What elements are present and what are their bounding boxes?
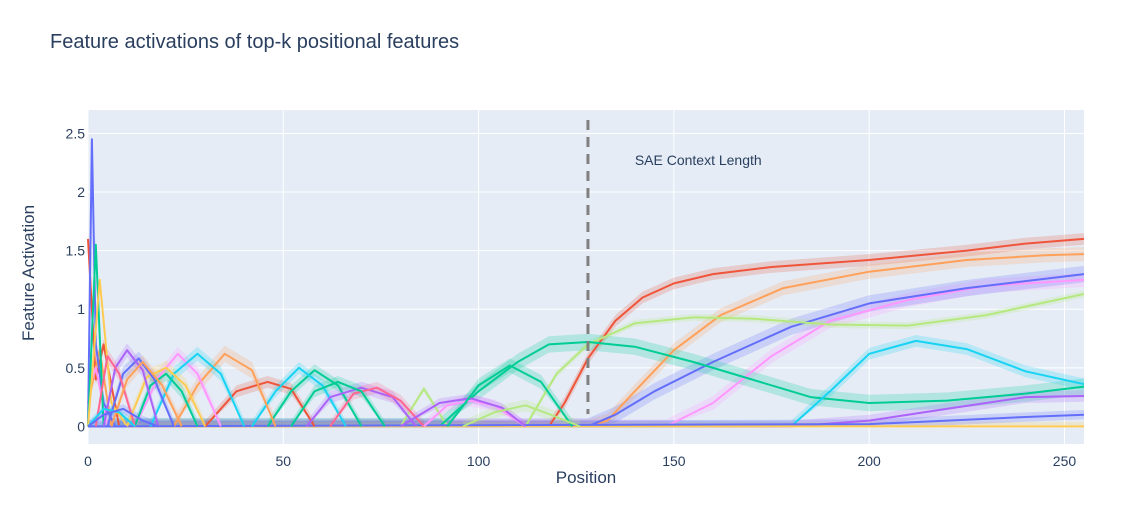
y-tick-label: 2.5 xyxy=(66,125,86,141)
series-line xyxy=(305,386,417,428)
annotation-label: SAE Context Length xyxy=(635,152,762,168)
y-tick-label: 1.5 xyxy=(66,243,86,259)
series-line xyxy=(399,397,527,428)
x-tick-label: 100 xyxy=(467,453,491,469)
series-line xyxy=(251,366,347,427)
series-band xyxy=(134,366,198,427)
x-tick-label: 50 xyxy=(276,453,292,469)
series-band xyxy=(400,393,526,427)
y-axis-ticks: 0 0.5 1 1.5 2 2.5 xyxy=(66,125,86,434)
series-band xyxy=(423,394,526,427)
y-tick-label: 2 xyxy=(77,184,85,200)
x-tick-label: 200 xyxy=(857,453,881,469)
series-line xyxy=(88,339,1085,428)
series-line xyxy=(126,366,207,427)
series-band xyxy=(111,354,182,427)
series-line xyxy=(266,369,363,427)
series-line xyxy=(87,407,159,428)
x-tick-label: 150 xyxy=(662,453,686,469)
series-line xyxy=(149,352,246,427)
annotations: SAE Context Length xyxy=(586,120,762,414)
series-band xyxy=(107,351,174,427)
series-band xyxy=(463,399,581,427)
series-line xyxy=(423,399,527,428)
series-line xyxy=(87,278,1084,428)
plot-background xyxy=(88,110,1084,444)
series-line xyxy=(173,352,277,427)
y-tick-label: 0 xyxy=(77,418,85,434)
series-line xyxy=(204,380,316,428)
series-line xyxy=(87,138,1085,428)
series-band xyxy=(88,233,1084,427)
series-line xyxy=(94,355,136,427)
series-band xyxy=(447,358,573,427)
series-line xyxy=(329,386,425,428)
series-band xyxy=(88,390,1084,427)
x-axis-ticks: 0 50 100 150 200 250 xyxy=(84,453,1076,469)
x-tick-label: 250 xyxy=(1053,453,1077,469)
series-line xyxy=(87,413,1085,428)
x-tick-label: 0 xyxy=(84,453,92,469)
series-line xyxy=(133,352,222,427)
series-line xyxy=(102,349,160,427)
chart-title: Feature activations of top-k positional … xyxy=(50,31,460,53)
series-lines xyxy=(87,138,1085,428)
series-line xyxy=(110,361,183,427)
series-line xyxy=(462,404,581,428)
series-line xyxy=(133,372,199,427)
series-line xyxy=(290,380,386,427)
y-tick-label: 1 xyxy=(77,301,85,317)
series-band xyxy=(88,247,1084,427)
series-band xyxy=(173,345,276,427)
y-tick-label: 0.5 xyxy=(66,360,86,376)
series-band xyxy=(267,364,362,427)
series-band xyxy=(88,272,1084,427)
series-line xyxy=(446,364,574,428)
series-line xyxy=(106,357,175,427)
x-axis-title: Position xyxy=(556,468,616,487)
y-axis-title: Feature Activation xyxy=(19,205,38,341)
series-line xyxy=(87,407,136,428)
series-line xyxy=(88,293,1085,428)
series-band xyxy=(88,404,135,427)
